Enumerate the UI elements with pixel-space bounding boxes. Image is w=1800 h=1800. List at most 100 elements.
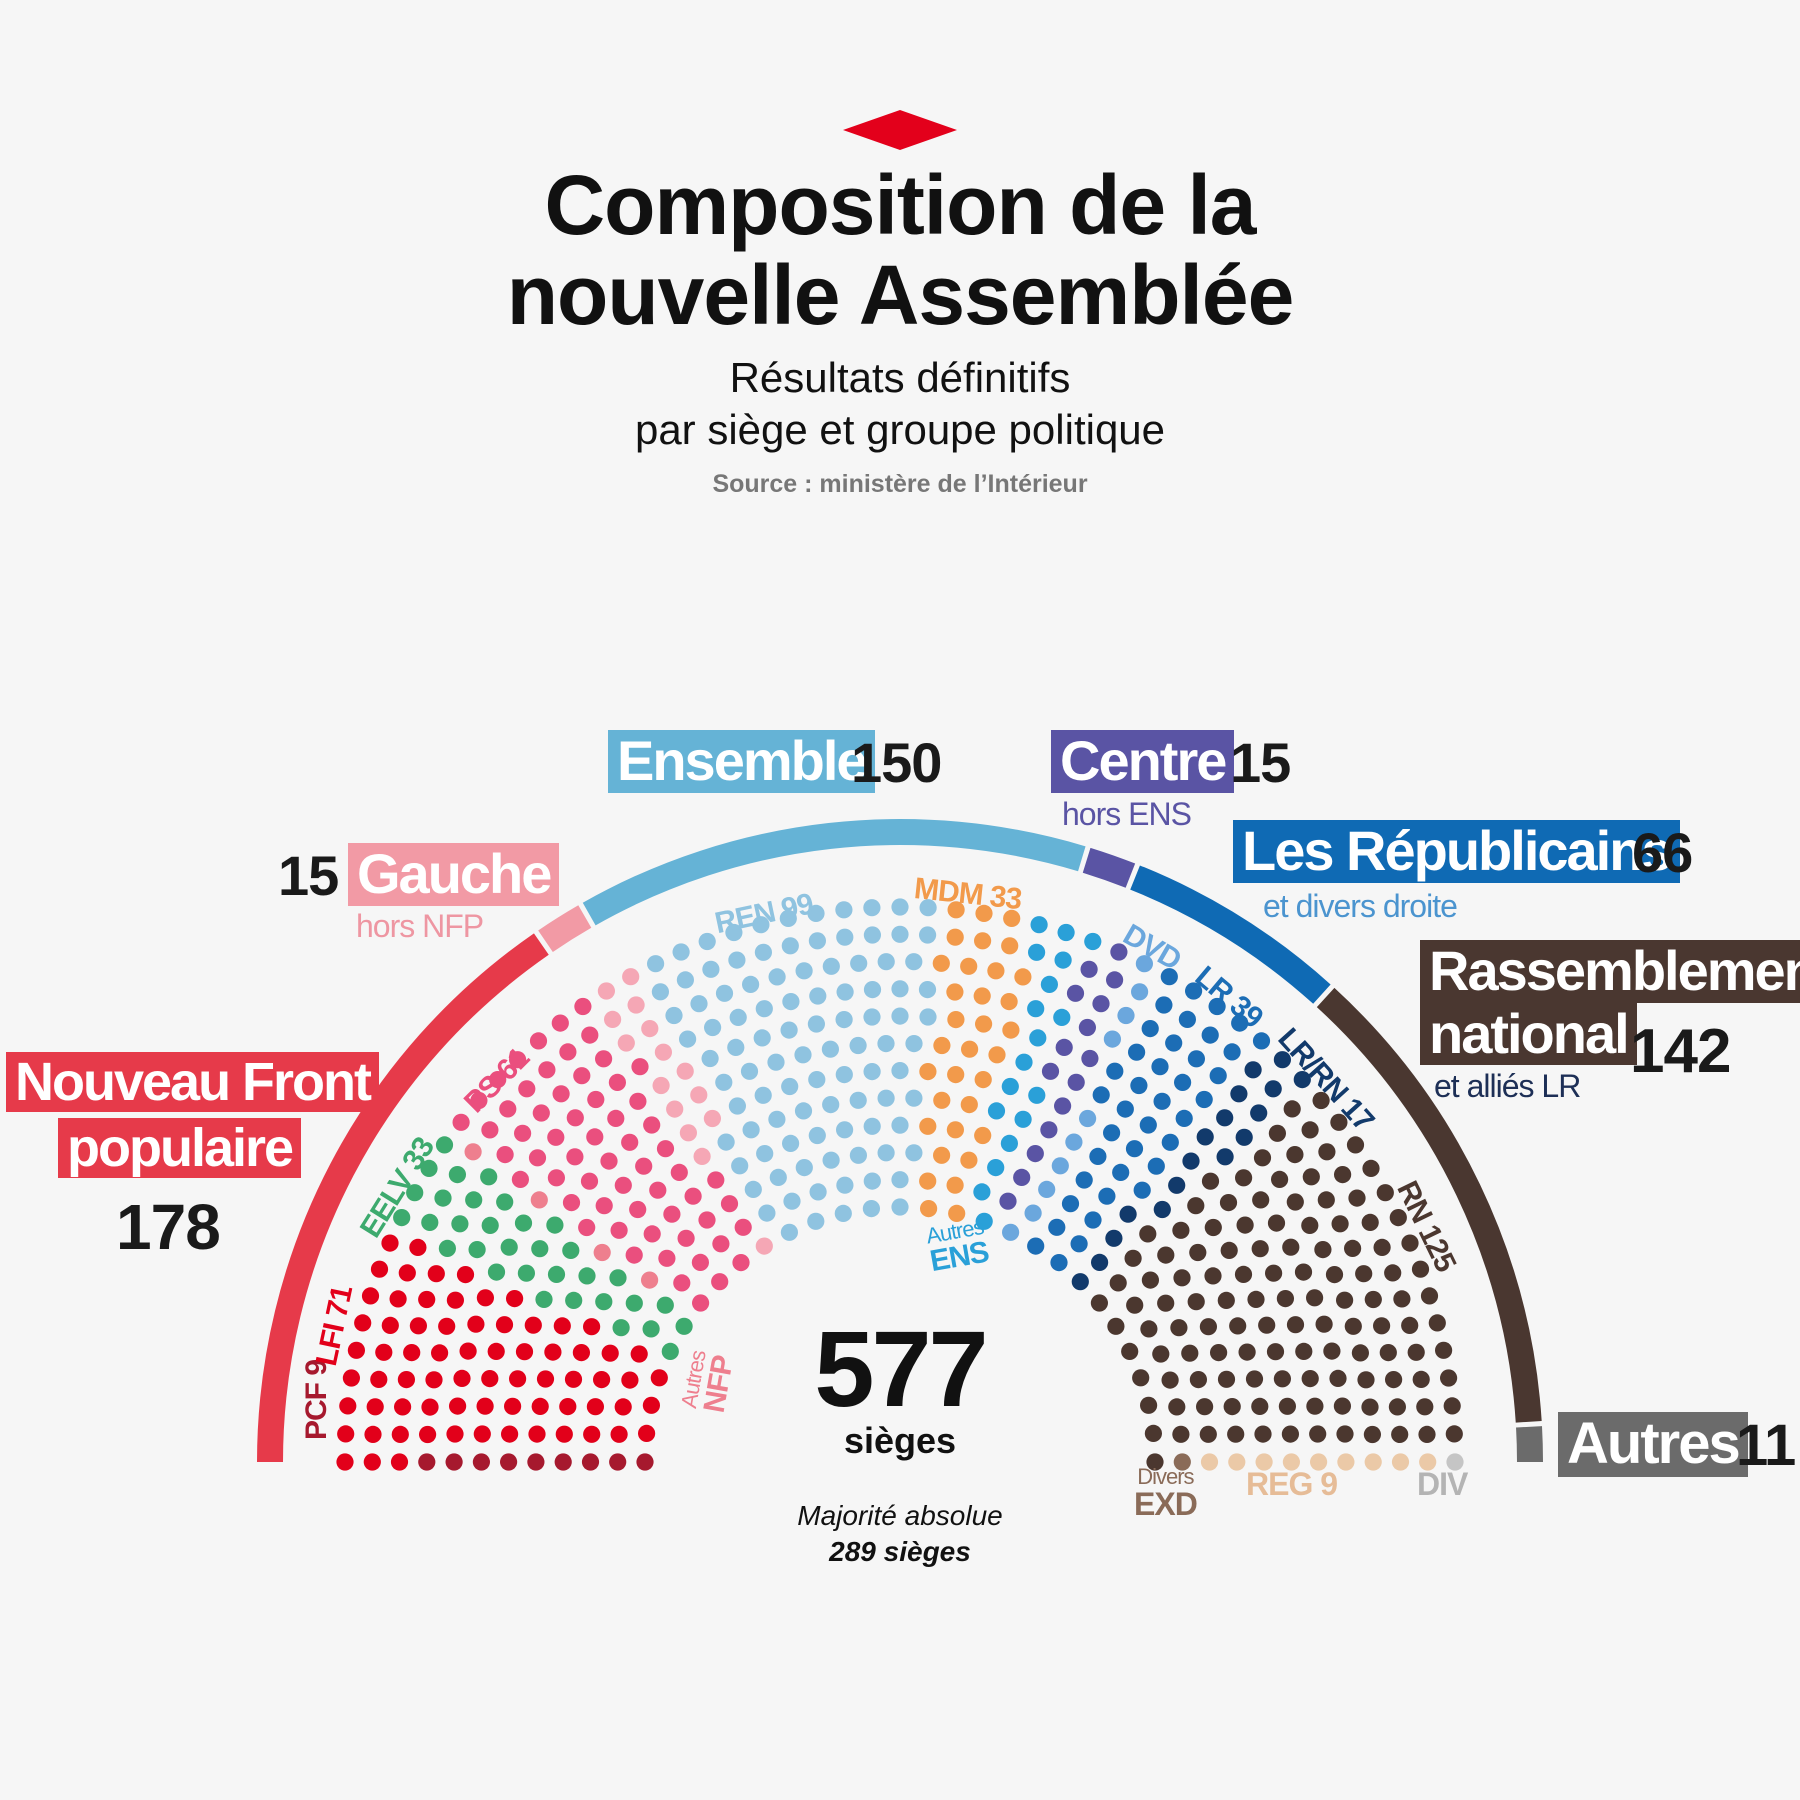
seat-dot <box>728 1097 747 1115</box>
seat-dot <box>807 1015 826 1033</box>
seat-dot <box>1236 1216 1254 1234</box>
seat-dot <box>1117 1006 1135 1025</box>
seat-dot <box>809 1183 827 1201</box>
seat-dot <box>779 909 797 928</box>
seat-dot <box>1282 1238 1300 1256</box>
seat-dot <box>1110 943 1128 961</box>
seat-dot <box>535 1290 553 1308</box>
seat-dot <box>1106 971 1124 989</box>
seat-layer <box>336 898 1464 1471</box>
seat-dot <box>1234 1265 1253 1283</box>
seat-dot <box>630 1345 648 1363</box>
seat-dot <box>476 1397 494 1415</box>
seat-dot <box>1391 1425 1409 1443</box>
seat-dot <box>375 1343 393 1361</box>
seat-dot <box>756 1145 774 1163</box>
seat-dot <box>364 1425 382 1443</box>
seat-dot <box>672 943 690 961</box>
seat-dot <box>769 1168 787 1186</box>
seat-dot <box>1026 1145 1044 1163</box>
seat-dot <box>1098 1187 1116 1205</box>
seat-dot <box>1001 937 1019 955</box>
seat-dot <box>420 1159 438 1177</box>
seat-dot <box>544 1343 562 1361</box>
seat-dot <box>481 1121 499 1139</box>
seat-dot <box>1125 1140 1144 1158</box>
seat-dot <box>473 1425 491 1443</box>
seat-dot <box>489 1071 507 1089</box>
seat-dot <box>1245 1370 1264 1388</box>
seat-dot <box>1393 1290 1411 1308</box>
seat-dot <box>677 1229 695 1247</box>
seat-dot <box>1140 1320 1158 1338</box>
seat-dot <box>1160 968 1178 986</box>
seat-dot <box>1146 1453 1164 1471</box>
bloc-lr-value: 66 <box>1632 821 1693 884</box>
bloc-nfp-value: 178 <box>116 1191 221 1263</box>
seat-dot <box>552 1085 570 1103</box>
seat-dot <box>932 954 950 972</box>
seat-dot <box>572 1344 591 1362</box>
seat-dot <box>1278 1397 1296 1415</box>
seat-dot <box>1048 1218 1066 1236</box>
seat-dot <box>715 984 734 1002</box>
seat-dot <box>1271 1170 1289 1188</box>
seat-dot <box>1293 1071 1311 1089</box>
subtitle-line-2: par siège et groupe politique <box>634 406 1166 453</box>
seat-dot <box>1133 1181 1151 1199</box>
seat-dot <box>975 1212 993 1230</box>
seat-dot <box>768 1110 786 1128</box>
seat-dot <box>403 1344 421 1362</box>
seat-dot <box>1139 1225 1157 1243</box>
seat-dot <box>593 1371 611 1389</box>
seat-dot <box>347 1341 365 1359</box>
seat-dot <box>711 1273 729 1291</box>
seat-dot <box>1217 1370 1236 1388</box>
seat-dot <box>1182 1152 1200 1170</box>
seat-dot <box>631 1058 649 1076</box>
seat-dot <box>1000 993 1018 1011</box>
seat-dot <box>690 995 708 1013</box>
seat-dot <box>518 1080 536 1098</box>
seat-dot <box>642 1396 661 1414</box>
seat-dot <box>641 1020 659 1038</box>
seat-dot <box>1091 1253 1109 1271</box>
seat-dot <box>947 901 965 919</box>
seat-dot <box>727 1038 745 1056</box>
seat-dot <box>501 1425 519 1443</box>
seat-dot <box>452 1113 470 1131</box>
group-label-divers-exd-bottom: EXD <box>1134 1486 1198 1522</box>
seat-dot <box>1066 984 1085 1002</box>
seat-dot <box>652 1076 670 1095</box>
seat-dot <box>1013 1168 1031 1186</box>
seat-dot <box>337 1425 355 1443</box>
seat-dot <box>1282 1453 1300 1471</box>
seat-dot <box>583 1425 601 1443</box>
seat-dot <box>663 1205 681 1223</box>
seat-dot <box>946 983 964 1001</box>
seat-dot <box>1435 1341 1453 1359</box>
seat-dot <box>891 1007 909 1025</box>
seat-dot <box>704 1018 722 1037</box>
seat-dot <box>1089 1147 1107 1165</box>
seat-dot <box>658 1249 676 1267</box>
seat-dot <box>933 1091 951 1109</box>
seat-dot <box>1364 1453 1382 1471</box>
seat-dot <box>795 1159 813 1177</box>
seat-dot <box>782 1134 800 1152</box>
seat-dot <box>1281 1425 1299 1443</box>
seat-dot <box>1041 1062 1060 1080</box>
seat-dot <box>1355 1265 1373 1283</box>
seat-dot <box>1344 1317 1362 1335</box>
seat-dot <box>744 1180 762 1198</box>
seat-dot <box>919 1008 937 1026</box>
seat-dot <box>587 1090 605 1109</box>
seat-dot <box>453 1369 471 1387</box>
seat-dot <box>781 937 799 955</box>
seat-dot <box>409 1238 427 1256</box>
seat-dot <box>933 1146 951 1164</box>
seat-dot <box>707 1171 725 1189</box>
bloc-centre-sub: hors ENS <box>1062 796 1192 832</box>
seat-dot <box>1229 1317 1247 1335</box>
seat-dot <box>891 898 909 916</box>
